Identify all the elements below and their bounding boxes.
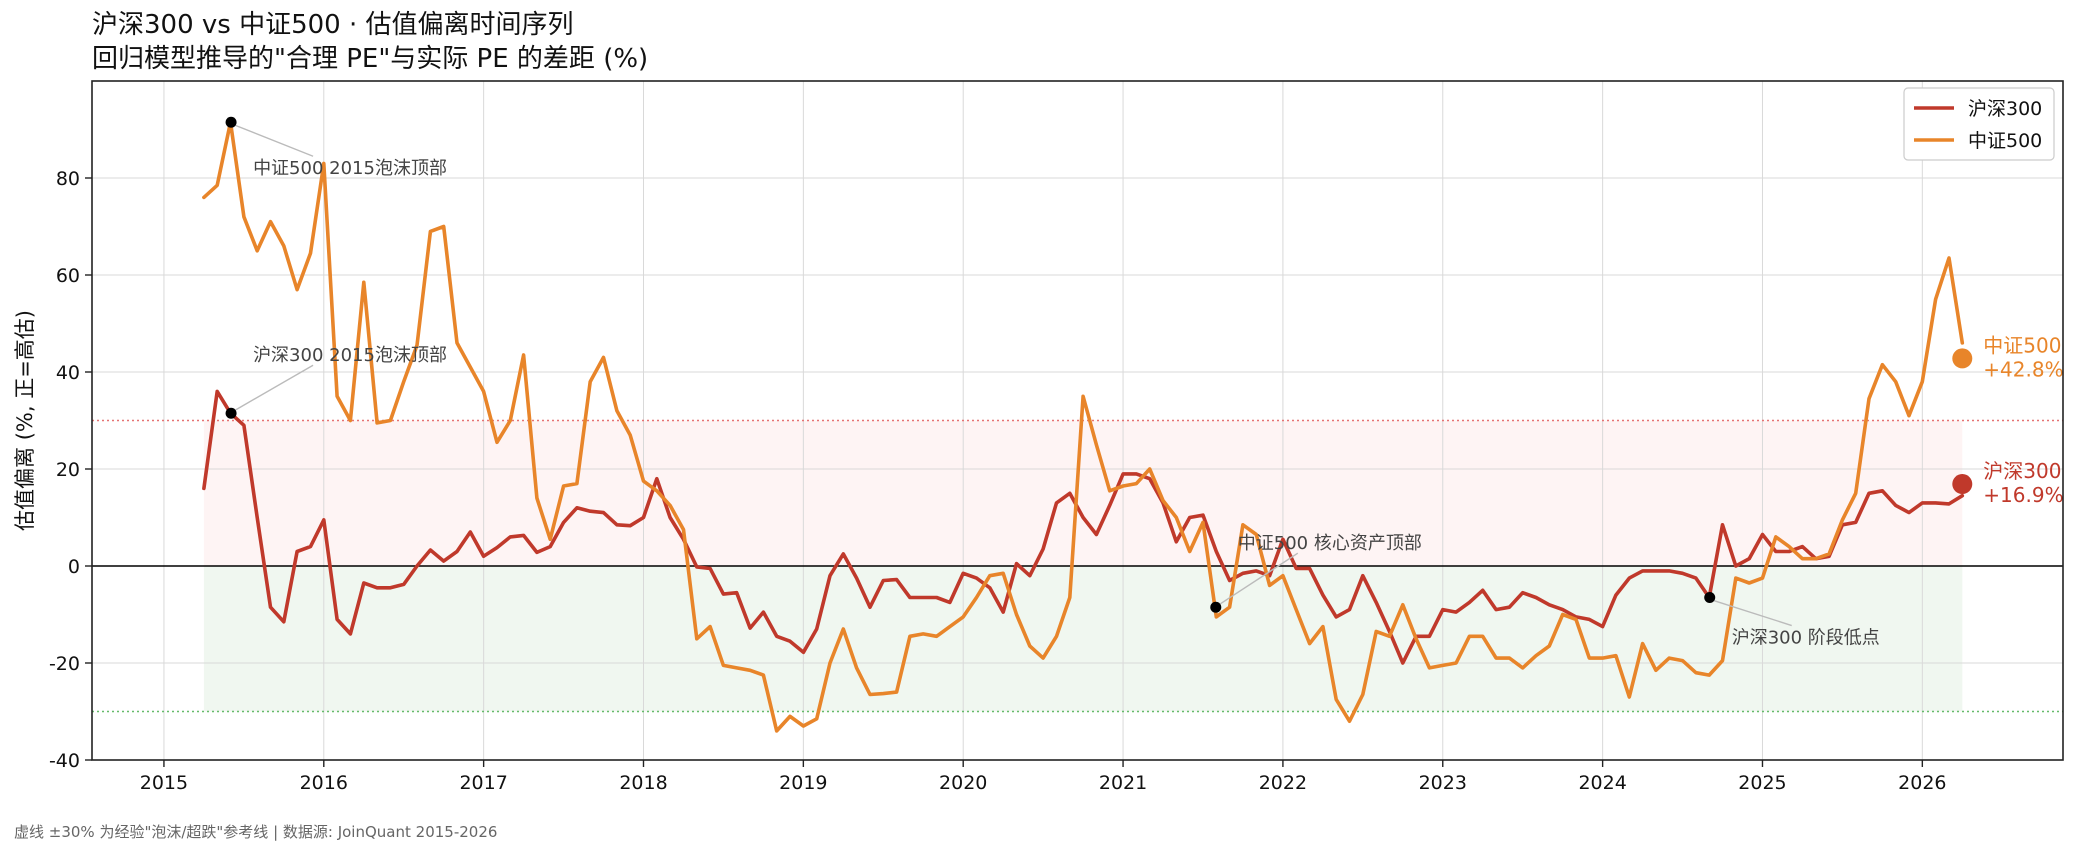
reference-bands [203,420,1963,712]
annotation-label: 中证500 核心资产顶部 [1238,533,1422,554]
y-tick-label: 60 [56,265,80,287]
y-axis-label: 估值偏离 (%, 正=高估) [13,310,37,531]
overvalued-band [203,420,1963,566]
end-label-value: +42.8% [1983,357,2063,381]
x-tick-label: 2020 [939,772,987,794]
x-tick-label: 2025 [1738,772,1786,794]
legend-label: 中证500 [1968,130,2042,152]
x-tick-label: 2023 [1419,772,1467,794]
x-tick-label: 2024 [1578,772,1626,794]
end-point-csi300 [1952,474,1973,495]
series-line-csi500 [202,120,1965,733]
y-tick-label: 20 [56,459,80,481]
legend-box [1903,87,2055,161]
x-tick-label: 2021 [1099,772,1147,794]
plot-frame [91,80,2064,761]
y-tick-label: -40 [49,750,80,772]
annotation-point [225,116,237,128]
end-label-value: +16.9% [1983,483,2063,507]
annotation-point [1704,592,1716,604]
chart-title: 沪深300 vs 中证500 · 估值偏离时间序列 [92,10,574,40]
end-label-name: 中证500 [1983,333,2061,357]
undervalued-band [203,566,1963,712]
y-tick-label: 40 [56,362,80,384]
annotation-leader [234,364,314,411]
x-tick-label: 2017 [459,772,507,794]
x-tick-label: 2016 [300,772,348,794]
annotation-label: 中证500 2015泡沫顶部 [253,158,447,179]
chart-subtitle: 回归模型推导的"合理 PE"与实际 PE 的差距 (%) [92,44,649,74]
x-tick-label: 2022 [1259,772,1307,794]
annotation-leader [234,124,314,157]
annotation-leader [1219,552,1299,605]
y-tick-label: 0 [68,556,80,578]
x-tick-label: 2026 [1898,772,1946,794]
annotation-point [225,407,237,419]
x-tick-label: 2019 [779,772,827,794]
annotation-leader [1713,599,1792,627]
y-tick-label: -20 [49,653,80,675]
legend-label: 沪深300 [1968,98,2042,120]
annotation-label: 沪深300 2015泡沫顶部 [253,345,447,366]
legend: 沪深300 中证500 [1903,87,2055,161]
end-point-csi500 [1952,348,1973,369]
x-tick-label: 2015 [140,772,188,794]
series-layer [202,120,1965,733]
annotation-label: 沪深300 阶段低点 [1732,628,1880,649]
y-tick-label: 80 [56,168,80,190]
series-line-csi300 [202,389,1965,665]
chart-title-block: 沪深300 vs 中证500 · 估值偏离时间序列 回归模型推导的"合理 PE"… [92,8,648,76]
annotation-point [1210,601,1222,613]
end-labels-layer: 中证500+42.8% 沪深300+16.9% [1952,333,2064,507]
end-label-name: 沪深300 [1983,459,2061,483]
x-tick-label: 2018 [619,772,667,794]
axes-layer: 2015 2016 2017 2018 2019 2020 2021 2022 2023 2024… [49,168,1947,794]
footer-note: 虚线 ±30% 为经验"泡沫/超跌"参考线 | 数据源: JoinQuant 2… [14,823,498,841]
